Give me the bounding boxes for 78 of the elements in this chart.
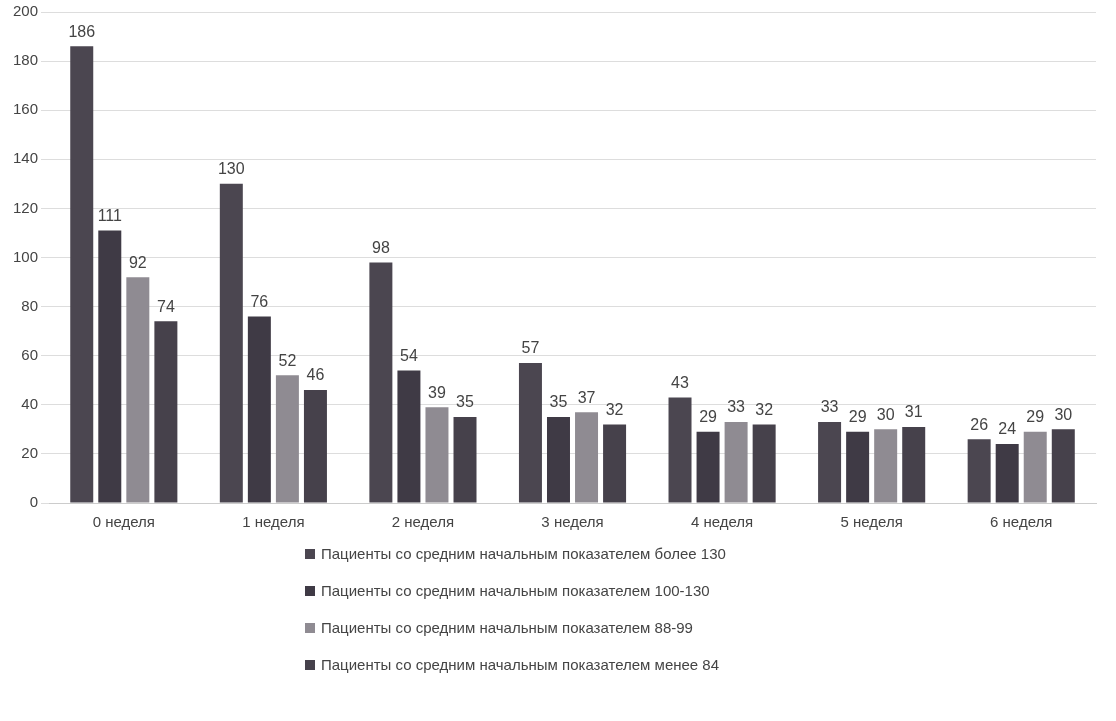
data-label: 52 <box>278 351 297 369</box>
data-label: 74 <box>156 297 175 315</box>
y-tick-label: 100 <box>13 247 39 265</box>
bar <box>275 375 299 503</box>
bar <box>902 426 926 503</box>
legend-label: Пациенты со средним начальным показателем 100-130 <box>321 582 710 599</box>
y-tick-label: 180 <box>13 51 39 69</box>
data-label: 29 <box>848 408 867 426</box>
bar <box>369 262 393 503</box>
bar <box>967 439 991 503</box>
bar <box>126 277 150 503</box>
bar <box>874 429 898 503</box>
bar <box>453 417 477 503</box>
legend-label: Пациенты со средним начальным показателем 88-99 <box>321 619 693 636</box>
x-tick-label: 6 неделя <box>990 513 1053 531</box>
bar <box>70 46 94 503</box>
bar <box>546 417 570 503</box>
data-label: 30 <box>876 405 895 423</box>
bar <box>154 321 178 503</box>
data-label: 32 <box>605 400 624 418</box>
bar <box>818 421 842 503</box>
bar <box>724 421 748 503</box>
data-label: 57 <box>521 339 540 357</box>
x-tick-label: 0 неделя <box>92 513 155 531</box>
legend-label: Пациенты со средним начальным показателем более 130 <box>321 545 726 562</box>
data-label: 35 <box>456 393 475 411</box>
bar <box>846 431 870 503</box>
data-label: 31 <box>904 403 923 421</box>
bar <box>995 444 1019 503</box>
x-tick-label: 3 неделя <box>541 513 604 531</box>
bar <box>518 363 542 503</box>
data-label: 32 <box>755 400 774 418</box>
y-tick-label: 160 <box>13 100 39 118</box>
bar <box>696 431 720 503</box>
x-tick-label: 1 неделя <box>242 513 305 531</box>
data-label: 186 <box>68 22 96 40</box>
bar <box>247 316 271 503</box>
bar <box>603 424 627 503</box>
data-label: 76 <box>250 292 269 310</box>
data-label: 92 <box>128 253 147 271</box>
data-label: 29 <box>699 408 718 426</box>
x-tick-label: 4 неделя <box>690 513 754 531</box>
legend-label: Пациенты со средним начальным показателем менее 84 <box>321 656 720 673</box>
y-tick-label: 80 <box>21 296 39 314</box>
bar <box>303 390 327 503</box>
bar <box>219 183 243 503</box>
x-tick-label: 2 неделя <box>391 513 455 531</box>
data-label: 37 <box>577 388 596 406</box>
data-label: 98 <box>371 238 390 256</box>
data-label: 46 <box>306 366 325 384</box>
data-label: 43 <box>671 373 690 391</box>
data-label: 130 <box>217 160 245 178</box>
data-label: 39 <box>428 383 446 401</box>
bar <box>397 370 421 503</box>
x-tick-label: 5 неделя <box>840 513 903 531</box>
bar <box>425 407 449 503</box>
bar <box>98 230 122 503</box>
y-tick-label: 120 <box>13 198 39 216</box>
data-label: 26 <box>970 415 989 433</box>
bar <box>668 397 692 503</box>
data-label: 33 <box>727 398 746 416</box>
data-label: 33 <box>820 398 839 416</box>
y-tick-label: 40 <box>21 394 39 412</box>
y-tick-label: 0 <box>29 493 39 511</box>
data-label: 111 <box>97 206 123 224</box>
data-label: 54 <box>400 346 418 364</box>
data-label: 35 <box>549 393 568 411</box>
bar <box>752 424 776 503</box>
y-tick-label: 140 <box>13 149 39 167</box>
y-tick-label: 60 <box>21 345 39 363</box>
bar <box>575 412 599 503</box>
data-label: 29 <box>1026 408 1045 426</box>
y-tick-label: 200 <box>13 2 39 20</box>
bar <box>1023 431 1047 503</box>
bar <box>1051 429 1075 503</box>
y-tick-label: 20 <box>21 444 39 462</box>
data-label: 24 <box>998 420 1017 438</box>
data-label: 30 <box>1054 405 1073 423</box>
